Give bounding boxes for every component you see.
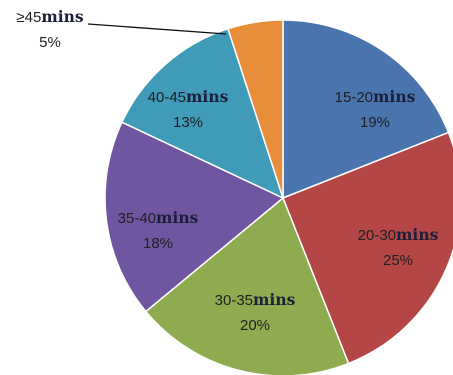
slice-label-40-45: 40-45mins bbox=[148, 87, 229, 106]
slice-percent-≥45: 5% bbox=[39, 34, 61, 51]
slice-label-35-40: 35-40mins bbox=[118, 208, 199, 227]
slice-percent-40-45: 13% bbox=[173, 114, 203, 131]
slice-label-30-35: 30-35mins bbox=[215, 290, 296, 309]
slice-percent-15-20: 19% bbox=[360, 114, 390, 131]
pie-slice-15-20 bbox=[282, 19, 450, 200]
slice-percent-20-30: 25% bbox=[383, 252, 413, 269]
pie-slice-≥45 bbox=[227, 19, 284, 199]
slice-percent-35-40: 18% bbox=[143, 235, 173, 252]
slice-label-20-30: 20-30mins bbox=[358, 225, 439, 244]
pie-slice-40-45 bbox=[120, 27, 285, 200]
slice-percent-30-35: 20% bbox=[240, 317, 270, 334]
slice-label-15-20: 15-20mins bbox=[335, 87, 416, 106]
pie-slice-20-30 bbox=[282, 131, 453, 365]
slice-label-≥45: ≥45mins bbox=[16, 7, 83, 26]
pie-slice-30-35 bbox=[144, 196, 350, 375]
leader-line-≥45 bbox=[87, 23, 227, 35]
pie-slice-35-40 bbox=[104, 121, 285, 313]
